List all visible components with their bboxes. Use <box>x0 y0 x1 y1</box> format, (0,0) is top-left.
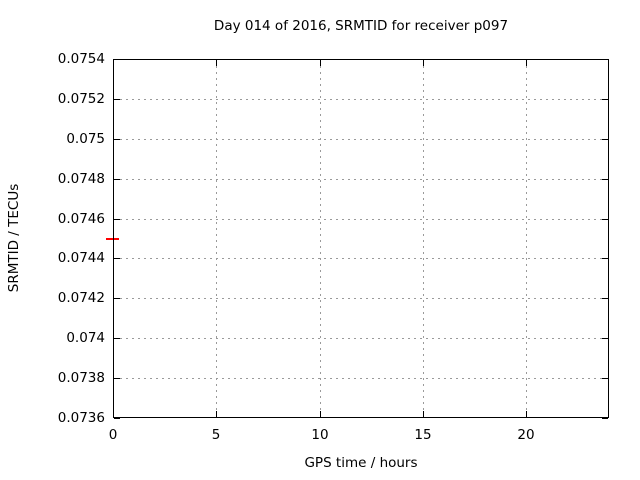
x-tick-mark-top <box>113 60 114 66</box>
x-axis-label: GPS time / hours <box>304 455 418 471</box>
x-tick-mark-bottom <box>320 411 321 417</box>
y-tick-mark-left <box>114 179 120 180</box>
y-tick-label: 0.0736 <box>57 410 105 426</box>
y-tick-label: 0.0738 <box>57 370 105 386</box>
y-tick-label: 0.0752 <box>57 91 105 107</box>
y-tick-label: 0.0744 <box>57 250 105 266</box>
y-gridline <box>114 338 608 339</box>
y-tick-label: 0.0746 <box>57 211 105 227</box>
y-gridline <box>114 258 608 259</box>
x-gridline <box>423 60 424 417</box>
x-tick-label: 0 <box>108 427 118 443</box>
y-gridline <box>114 378 608 379</box>
y-tick-mark-right <box>602 258 608 259</box>
y-tick-label: 0.0754 <box>57 51 105 67</box>
x-tick-mark-bottom <box>526 411 527 417</box>
x-tick-label: 20 <box>517 427 535 443</box>
y-gridline <box>114 99 608 100</box>
y-tick-mark-left <box>114 59 120 60</box>
y-gridline <box>114 139 608 140</box>
x-gridline <box>526 60 527 417</box>
y-tick-mark-right <box>602 338 608 339</box>
x-gridline <box>320 60 321 417</box>
y-tick-mark-left <box>114 258 120 259</box>
x-tick-label: 10 <box>311 427 329 443</box>
y-tick-mark-right <box>602 139 608 140</box>
x-tick-mark-bottom <box>113 411 114 417</box>
y-tick-mark-left <box>114 338 120 339</box>
x-tick-label: 15 <box>414 427 432 443</box>
y-axis-label: SRMTID / TECUs <box>6 183 22 293</box>
y-tick-mark-left <box>114 139 120 140</box>
y-tick-mark-right <box>602 59 608 60</box>
chart-title: Day 014 of 2016, SRMTID for receiver p09… <box>213 18 509 34</box>
y-tick-mark-left <box>114 298 120 299</box>
y-tick-mark-left <box>114 378 120 379</box>
y-gridline <box>114 179 608 180</box>
y-tick-mark-left <box>114 219 120 220</box>
y-tick-mark-right <box>602 179 608 180</box>
x-tick-mark-top <box>423 60 424 66</box>
data-point-marker <box>106 238 119 240</box>
y-tick-mark-right <box>602 99 608 100</box>
y-tick-label: 0.074 <box>66 330 105 346</box>
y-tick-mark-right <box>602 298 608 299</box>
y-gridline <box>114 298 608 299</box>
y-tick-mark-right <box>602 219 608 220</box>
plot-area <box>113 59 609 418</box>
x-tick-mark-top <box>526 60 527 66</box>
y-gridline <box>114 219 608 220</box>
x-tick-mark-top <box>320 60 321 66</box>
x-tick-mark-bottom <box>216 411 217 417</box>
y-tick-label: 0.0742 <box>57 290 105 306</box>
y-tick-label: 0.0748 <box>57 171 105 187</box>
x-gridline <box>216 60 217 417</box>
y-tick-mark-right <box>602 418 608 419</box>
x-tick-mark-top <box>216 60 217 66</box>
x-tick-mark-bottom <box>423 411 424 417</box>
y-tick-mark-left <box>114 418 120 419</box>
x-tick-label: 5 <box>211 427 221 443</box>
y-tick-label: 0.075 <box>66 131 105 147</box>
y-tick-mark-left <box>114 99 120 100</box>
y-tick-mark-right <box>602 378 608 379</box>
